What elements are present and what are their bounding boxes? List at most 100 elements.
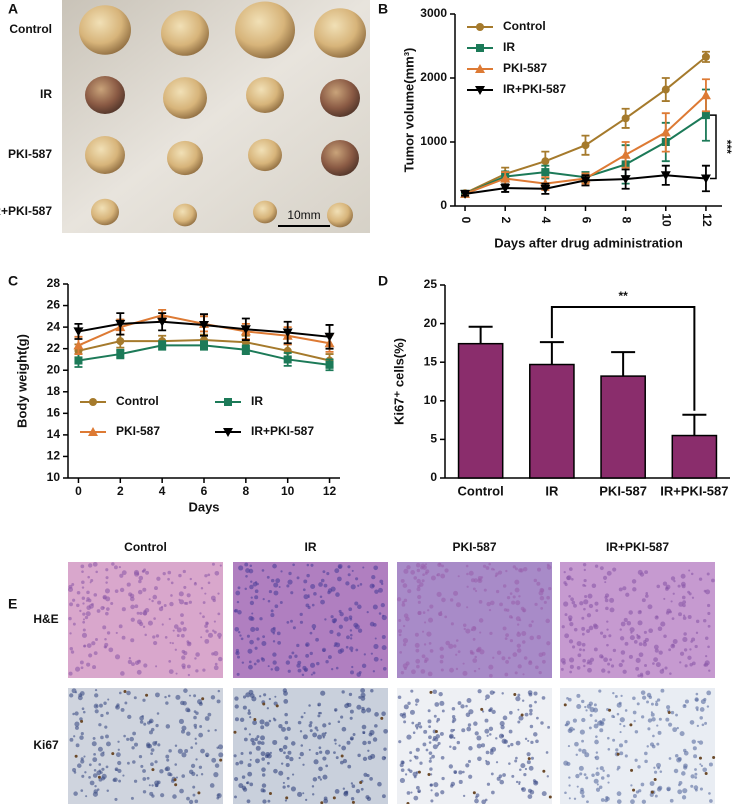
cell	[194, 737, 197, 740]
tumor	[235, 1, 295, 59]
cell	[634, 758, 638, 762]
cell	[479, 631, 482, 634]
cell	[444, 568, 449, 573]
cell	[273, 590, 279, 596]
cell	[453, 771, 457, 774]
cell	[413, 576, 418, 580]
cell	[259, 695, 262, 698]
cell	[334, 789, 340, 794]
stain	[472, 791, 476, 795]
cell	[165, 766, 171, 772]
cell	[568, 797, 571, 800]
cell	[514, 579, 520, 585]
cell	[235, 761, 239, 766]
cell	[578, 765, 584, 771]
cell	[449, 745, 452, 748]
cell	[126, 690, 131, 696]
cell	[119, 587, 125, 593]
cell	[409, 709, 415, 715]
cell	[638, 789, 642, 793]
cell	[521, 631, 527, 636]
cell	[181, 752, 187, 758]
cell	[338, 565, 342, 569]
cell	[292, 773, 295, 776]
cell	[616, 799, 622, 804]
cell	[427, 719, 432, 724]
cell	[86, 643, 92, 648]
cell	[426, 631, 432, 637]
cell	[433, 782, 439, 788]
cell	[665, 586, 669, 590]
cell	[691, 661, 696, 666]
marker	[580, 176, 591, 186]
cell	[480, 576, 484, 579]
marker	[200, 341, 208, 350]
cell	[357, 753, 361, 758]
cell	[582, 648, 586, 652]
cell	[618, 662, 623, 668]
cell	[370, 689, 374, 693]
cell	[374, 637, 377, 640]
cell	[330, 615, 334, 619]
cell	[211, 562, 215, 566]
cell	[214, 662, 218, 666]
stain	[351, 800, 355, 804]
cell	[415, 703, 418, 706]
cell	[581, 739, 584, 743]
cell	[87, 563, 93, 568]
cell	[249, 600, 255, 606]
cell	[267, 599, 271, 603]
cell	[595, 787, 601, 792]
cell	[272, 640, 276, 643]
stain	[563, 703, 567, 707]
cell	[529, 708, 533, 713]
marker	[240, 325, 251, 335]
cell	[595, 735, 598, 738]
cell	[598, 689, 602, 693]
cell	[250, 616, 255, 621]
cell	[638, 652, 644, 658]
cell	[632, 696, 636, 701]
cell	[462, 770, 465, 774]
cell	[115, 631, 118, 635]
cell	[252, 720, 257, 726]
cell	[84, 615, 89, 620]
cell	[299, 751, 304, 757]
cell	[233, 754, 237, 758]
cell	[581, 626, 586, 631]
tumor	[161, 10, 209, 56]
tumor	[163, 77, 207, 119]
cell	[340, 715, 344, 719]
cell	[466, 698, 472, 704]
cell	[440, 610, 443, 613]
cell	[247, 771, 253, 777]
cell	[416, 568, 421, 573]
stain	[608, 708, 612, 712]
stain	[285, 796, 289, 800]
error-bar	[611, 351, 636, 377]
cell	[195, 774, 199, 777]
cell	[474, 798, 479, 804]
cell	[581, 794, 585, 798]
cell	[612, 691, 615, 695]
cell	[414, 642, 420, 648]
stain	[97, 775, 101, 779]
cell	[533, 691, 538, 696]
cell	[263, 693, 267, 697]
marker	[224, 398, 232, 406]
cell	[402, 583, 408, 588]
cell	[472, 637, 476, 641]
cell	[423, 643, 427, 646]
cell	[682, 600, 687, 605]
cell	[683, 765, 688, 770]
cell	[105, 765, 109, 769]
cell	[362, 566, 365, 569]
cell	[707, 645, 710, 649]
cell	[259, 719, 265, 725]
cell	[313, 759, 319, 765]
cell	[488, 664, 494, 670]
cell	[452, 746, 457, 751]
stain	[629, 723, 633, 727]
cell	[207, 632, 214, 638]
